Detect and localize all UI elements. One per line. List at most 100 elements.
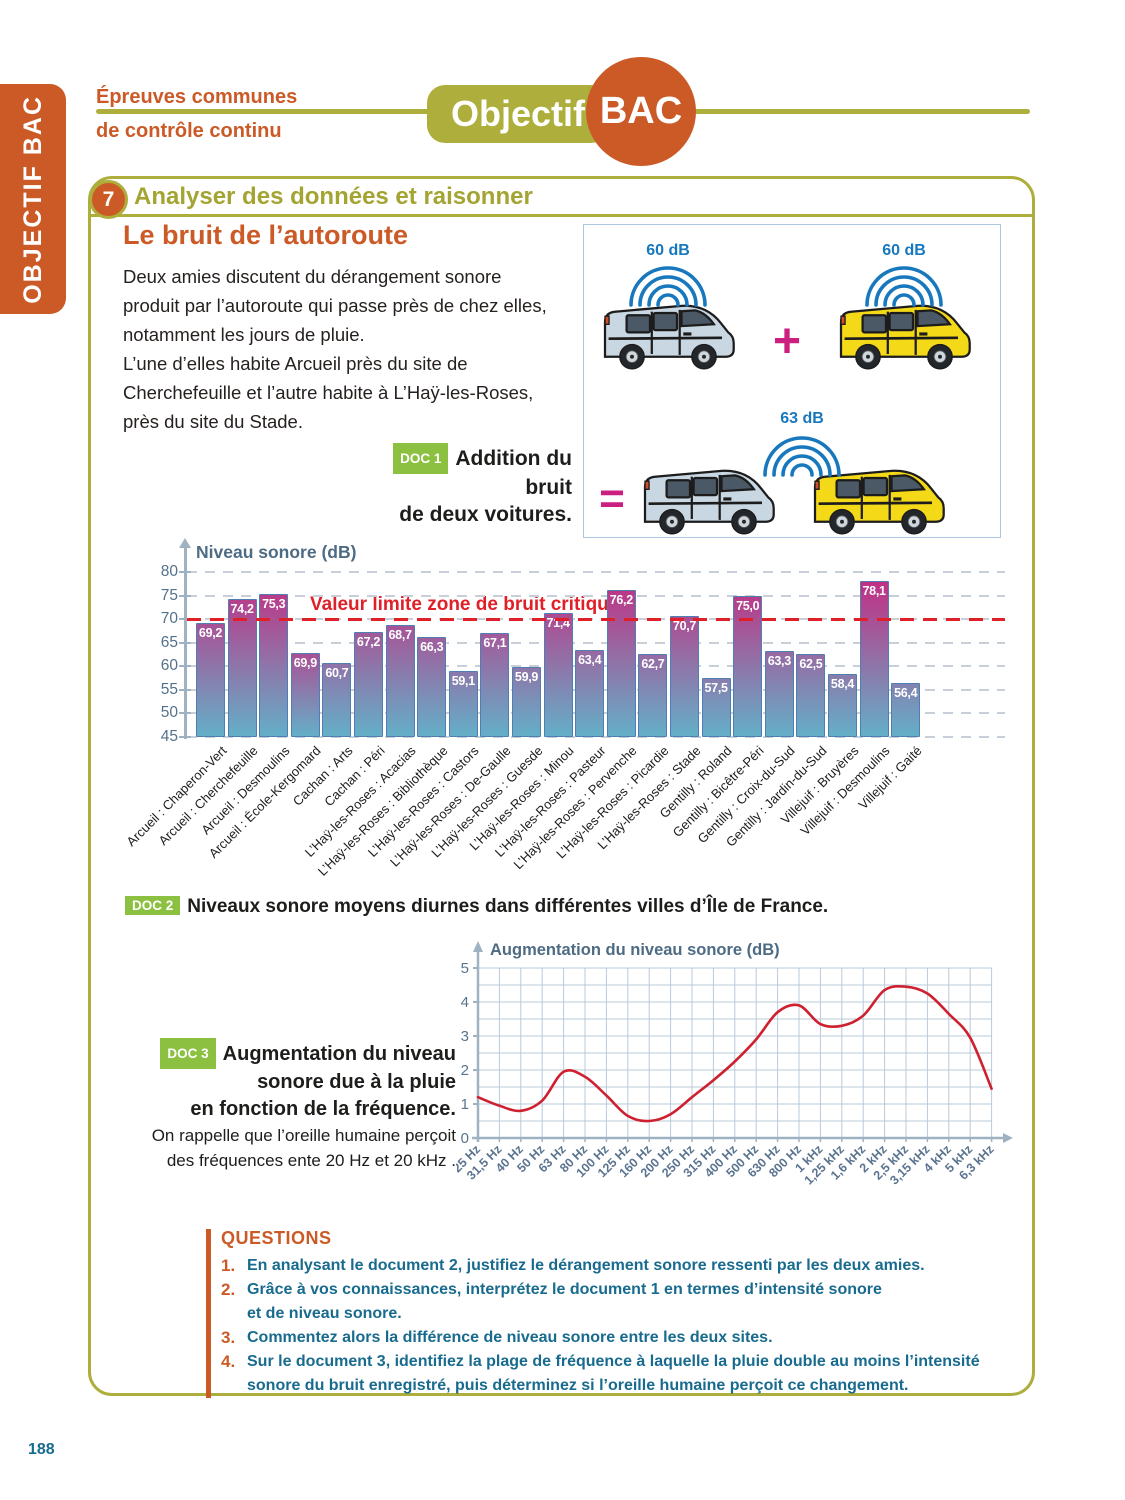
page-number: 188 [28,1441,55,1458]
y-tick-label: 70 [160,610,178,628]
question-number: 4. [221,1352,236,1371]
sum-db-label: 63 dB [780,410,824,427]
svg-text:4: 4 [461,994,469,1011]
bar: 62,7 [638,653,668,737]
question-line: En analysant le document 2, justifiez le… [247,1257,925,1274]
bar: 63,4 [575,650,605,737]
bar: 69,2 [196,622,225,737]
car-yellow-2 [813,469,945,535]
y-tick [179,735,191,738]
bar-chart-title: Niveau sonore (dB) [196,542,357,562]
lesson-title: Le bruit de l’autoroute [123,220,409,250]
bac-logo-ellipse: BAC [586,57,696,166]
svg-text:1: 1 [461,1096,469,1113]
bar: 74,2 [227,599,257,737]
bar: 71,4 [543,612,573,737]
doc2-caption: DOC 2 Niveaux sonore moyens diurnes dans … [125,896,828,918]
doc3-note-line1: On rappelle que l’oreille humaine perçoi… [151,1126,456,1145]
plus-operator: + [773,315,801,368]
doc3-caption: DOC 3 Augmentation du niveau sonore due à… [128,1038,456,1173]
y-tick-label: 75 [160,586,178,604]
y-tick-label: 80 [160,563,178,580]
cars-sound-illustration: 60 dB 60 dB + [599,242,971,535]
question-item: 3. Commentez alors la différence de nive… [221,1326,1031,1350]
bar-value-label: 62,5 [799,657,823,672]
bar-value-label: 59,1 [451,673,475,688]
doc1-caption-line2: de deux voitures. [399,503,572,526]
y-tick-label: 55 [160,680,178,698]
grid-line [187,594,1005,597]
sound-waves-icon [763,436,841,477]
car-yellow-1 [839,304,971,370]
line-chart-title: Augmentation du niveau sonore (dB) [490,941,780,959]
bar: 60,7 [322,662,352,737]
sidebar-tab-label: OBJECTIF BAC [18,94,47,304]
threshold-line [187,618,1005,622]
bar-value-label: 75,3 [262,597,286,612]
rain-noise-curve [476,984,993,1123]
grid-line [187,641,1005,644]
question-number: 1. [221,1256,236,1275]
bar-value-label: 57,5 [704,681,728,696]
line-chart-svg: 0 1 2 3 4 5 Augmentation du niveau sonore (dB)… [450,941,1013,1187]
bar-value-label: 67,2 [356,635,381,650]
svg-text:3: 3 [461,1028,469,1045]
questions-title: QUESTIONS [221,1228,332,1248]
questions-list: 1. En analysant le document 2, justifiez… [221,1254,1031,1398]
question-item: 1. En analysant le document 2, justifiez… [221,1254,1031,1278]
doc2-badge: DOC 2 [125,896,181,915]
question-line: Commentez alors la différence de niveau … [247,1329,773,1346]
heading-underline [90,214,1033,217]
y-tick [179,618,191,621]
intro-line: Deux amies discutent du dérangement sono… [123,266,502,287]
questions-rule [206,1229,211,1398]
bar-value-label: 63,3 [767,653,791,668]
sound-waves-icon [865,266,943,307]
bar-value-label: 68,7 [388,628,412,643]
bar: 67,1 [480,632,510,737]
svg-text:5: 5 [461,960,469,977]
bar: 62,5 [796,654,826,737]
line-chart-augmentation: 0 1 2 3 4 5 Augmentation du niveau sonore (dB)… [450,938,1016,1198]
bar: 56,4 [891,683,921,737]
question-number: 2. [221,1280,236,1299]
bar-value-label: 67,1 [483,635,507,650]
intro-line: Cherchefeuille et l’autre habite à L’Haÿ… [123,382,534,403]
bar: 78,1 [859,580,889,737]
bar-value-label: 66,3 [420,639,444,654]
car-gray-1 [603,304,735,370]
exercise-number: 7 [102,187,115,211]
y-axis-arrow-icon [179,538,191,548]
intro-line: près du site du Stade. [123,411,303,432]
bar-value-label: 56,4 [894,686,918,701]
doc3-badge: DOC 3 [160,1038,216,1069]
y-tick [179,688,191,691]
bar-value-label: 63,4 [578,653,602,668]
bar-value-label: 59,9 [514,669,539,684]
objectif-logo-text: Objectif [450,93,585,134]
intro-line: notamment les jours de pluie. [123,324,365,345]
car2-db-label: 60 dB [882,242,926,259]
question-line: Sur le document 3, identifiez la plage d… [247,1353,980,1370]
car-gray-2 [643,469,775,535]
bar: 75,0 [733,595,763,737]
bar-value-label: 74,2 [230,602,254,617]
doc1-caption-line1: Addition du bruit [455,447,572,499]
bar-value-label: 75,0 [736,598,760,613]
bar-value-label: 76,2 [609,592,633,607]
bar-value-label: 70,7 [672,618,697,633]
bar: 63,3 [764,650,794,737]
y-tick [179,594,191,597]
header-kicker: Épreuves communes de contrôle continu [96,80,297,148]
grid-line [187,735,1005,738]
y-tick [179,665,191,668]
bar: 69,9 [290,652,320,737]
y-tick [179,641,191,644]
y-tick-label: 45 [160,727,178,745]
y-tick-label: 60 [160,657,178,675]
exercise-number-badge: 7 [89,180,128,219]
question-item: 2. Grâce à vos connaissances, interpréte… [221,1278,1031,1326]
sound-waves-icon [629,266,707,307]
question-number: 3. [221,1328,236,1347]
